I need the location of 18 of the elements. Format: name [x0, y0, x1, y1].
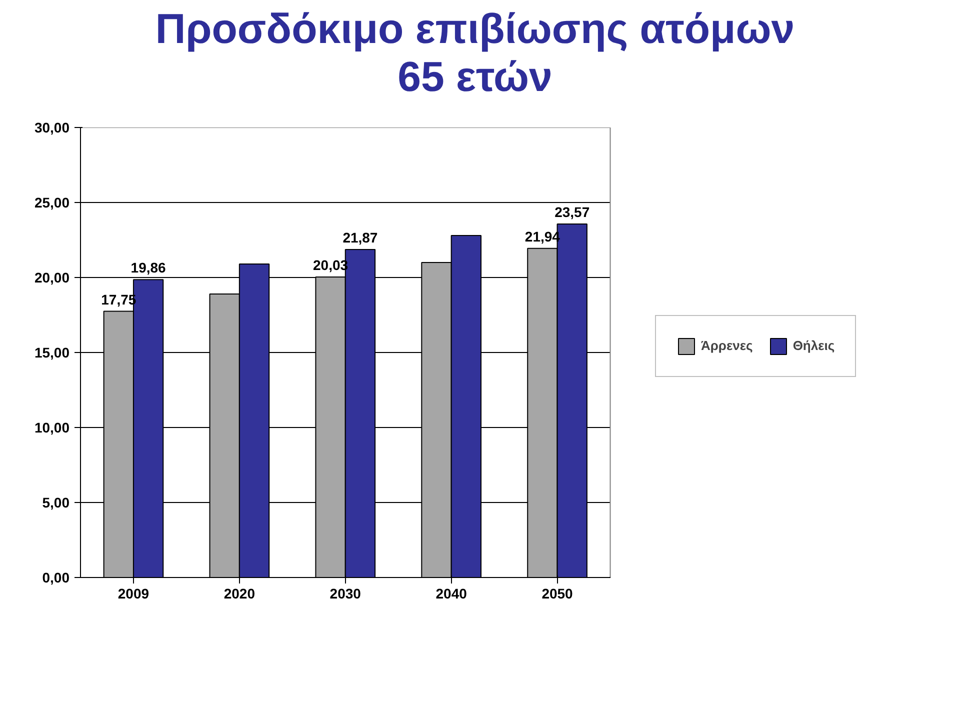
- y-tick-label: 25,00: [34, 194, 70, 210]
- data-label: 23,57: [554, 204, 590, 220]
- x-tick-label: 2020: [224, 585, 256, 602]
- y-tick-label: 15,00: [34, 344, 70, 360]
- y-tick-label: 5,00: [42, 494, 70, 510]
- x-tick-label: 2009: [118, 585, 150, 602]
- x-tick-label: 2040: [436, 585, 468, 602]
- y-tick-label: 10,00: [34, 419, 70, 436]
- data-label: 19,86: [130, 259, 166, 276]
- chart-title: Προσδόκιμο επιβίωσης ατόμων 65 ετών: [155, 5, 795, 102]
- x-tick-label: 2050: [542, 585, 574, 602]
- y-tick-label: 20,00: [34, 269, 70, 286]
- data-label: 21,87: [342, 229, 378, 246]
- y-tick-label: 30,00: [34, 119, 70, 136]
- x-tick-label: 2030: [330, 585, 362, 602]
- legend-label: Άρρενες: [701, 338, 753, 354]
- y-tick-label: 0,00: [42, 569, 70, 586]
- legend-label: Θήλεις: [792, 338, 835, 354]
